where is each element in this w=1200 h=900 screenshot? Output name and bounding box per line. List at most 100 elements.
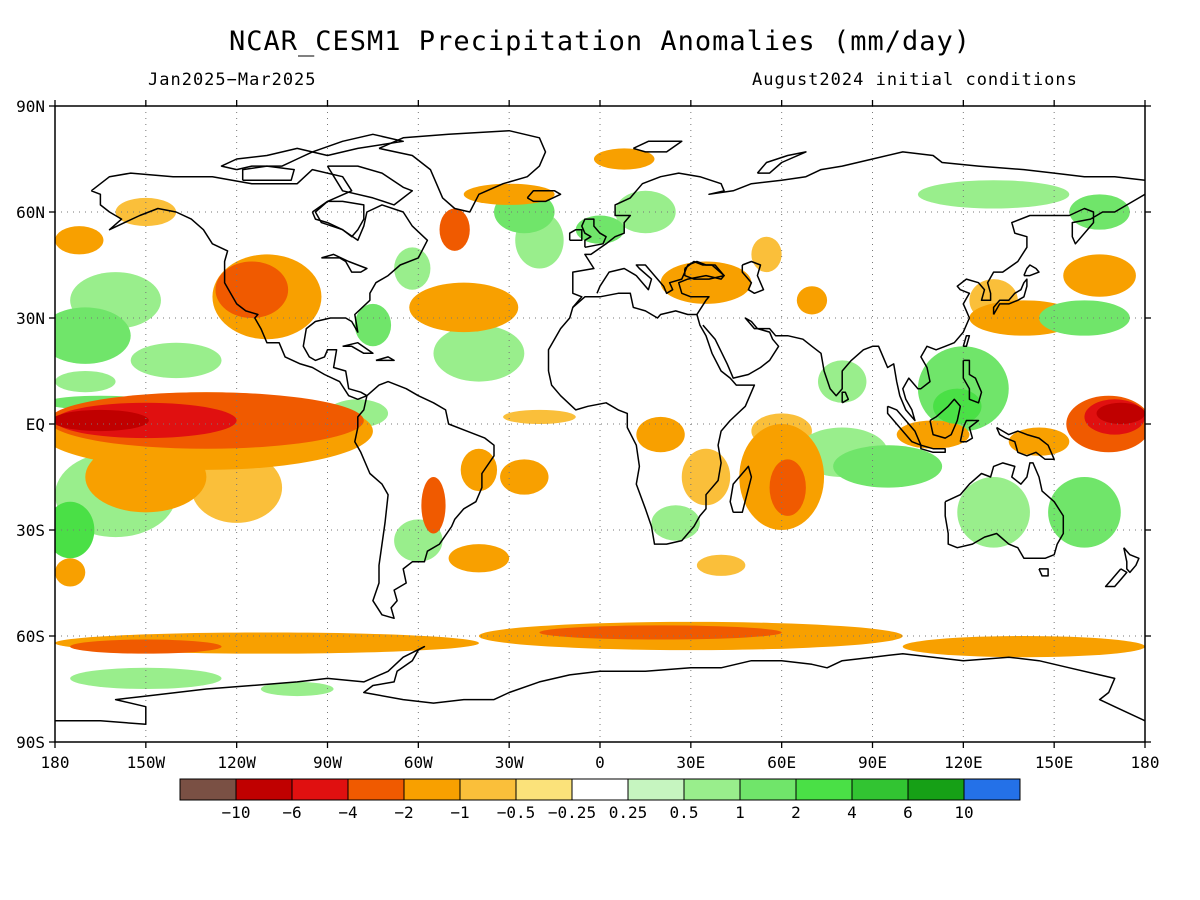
victoria-island-coast [241,165,295,181]
longitude-tick-label: 120E [944,753,983,772]
map-title: NCAR_CESM1 Precipitation Anomalies (mm/d… [229,26,971,57]
sumatra-coast [886,405,922,446]
novaya-zemlya-coast [756,151,807,174]
latitude-tick-label: 30S [16,521,45,540]
colorbar-label: 10 [954,803,973,822]
anomaly-region [902,636,1145,658]
anomaly-region [1048,476,1121,548]
latitude-tick-label: 90S [16,733,45,752]
africa-eurasia-coast [547,151,1145,371]
taiwan-coast [962,334,971,348]
anomaly-region [575,215,625,244]
colorbar-swatch [963,778,1021,801]
new-zealand-south-coast [1104,568,1128,588]
colorbar-swatch [907,778,965,801]
colorbar-label: 0.5 [670,803,699,822]
colorbar-swatch [739,778,797,801]
anomaly-region [615,190,676,234]
colorbar-label: 0.25 [609,803,648,822]
anomaly-region [1096,402,1145,424]
colorbar-label: −10 [222,803,251,822]
anomaly-region [55,226,104,255]
japan-coast [992,278,1028,315]
madagascar-coast [729,465,753,514]
baffin-coast [326,165,414,206]
anomaly-region [354,303,392,347]
anomaly-region [439,208,470,251]
colorbar-label: 6 [903,803,913,822]
longitude-tick-label: 150W [127,753,166,772]
caribbean-cuba-coast [342,341,374,355]
anomaly-region [1039,300,1130,336]
longitude-tick-label: 60W [404,753,433,772]
latitude-tick-label: 90N [16,97,45,116]
colorbar-label: 4 [847,803,857,822]
hudson-bay-coast [311,200,365,238]
colorbar-swatch [403,778,461,801]
anomaly-region [503,409,576,424]
greenland-coast [378,129,547,213]
colorbar-label: −4 [338,803,357,822]
great-lakes-coast [321,253,368,273]
new-zealand-coast [1123,547,1140,574]
tasmania-coast [1038,568,1049,577]
anomaly-region [55,501,95,559]
anomaly-region [636,416,685,453]
longitude-tick-label: 180 [41,753,70,772]
colorbar-label: 2 [791,803,801,822]
anomaly-region [55,409,149,432]
anomaly-region [55,307,131,364]
colorbar-label: −0.25 [548,803,596,822]
anomaly-region [460,448,498,492]
anomaly-region [409,282,519,333]
longitude-tick-label: 90E [858,753,887,772]
anomaly-region [796,286,828,315]
anomaly-region [1063,254,1136,297]
anomaly-region [917,180,1070,209]
svalbard-coast [632,140,683,153]
longitude-tick-label: 180 [1131,753,1160,772]
black-sea-coast [684,260,725,280]
latitude-ticks: 90N 60N 30N EQ 30S 60S 90S [16,97,1151,752]
africa-south-coast [547,292,756,545]
anomaly-region [260,681,334,697]
colorbar-swatch [235,778,293,801]
anomaly-region [394,247,431,290]
anomaly-region [55,558,86,587]
longitude-tick-label: 0 [595,753,605,772]
colorbar: −10 −6 −4 −2 −1 −0.5 −0.25 0.25 0.5 1 2 4 6 10 [179,778,1021,822]
colorbar-swatch [459,778,517,801]
south-america-coast [354,380,495,620]
anomaly-region [191,452,283,523]
arabia-india-coast [702,193,1145,422]
longitude-tick-label: 90W [313,753,342,772]
anomaly-region [70,667,222,690]
borneo-coast [929,398,962,439]
latitude-tick-label: 60N [16,203,45,222]
anomaly-region [696,554,746,576]
coastlines [55,129,1145,726]
anomaly-region [55,371,116,393]
colorbar-label: −1 [450,803,469,822]
anomaly-region [421,477,446,534]
ireland-coast [568,228,583,242]
colorbar-swatch [291,778,349,801]
colorbar-swatch [683,778,741,801]
anomaly-region [85,441,207,513]
latitude-tick-label: EQ [26,415,45,434]
great-britain-coast [581,218,607,249]
latitude-tick-label: 60S [16,627,45,646]
colorbar-swatch [515,778,573,801]
initial-conditions-label: August2024 initial conditions [752,70,1078,90]
iceland-coast [526,190,562,203]
australia-coast [944,462,1065,560]
anomaly-region [433,325,525,382]
sri-lanka-coast [841,391,850,404]
colorbar-label: −2 [394,803,413,822]
arctic-islands-coast [220,133,404,171]
colorbar-swatch [627,778,685,801]
sulawesi-coast [959,419,980,443]
forecast-period: Jan2025−Mar2025 [148,70,317,90]
anomaly-field [55,148,1145,697]
